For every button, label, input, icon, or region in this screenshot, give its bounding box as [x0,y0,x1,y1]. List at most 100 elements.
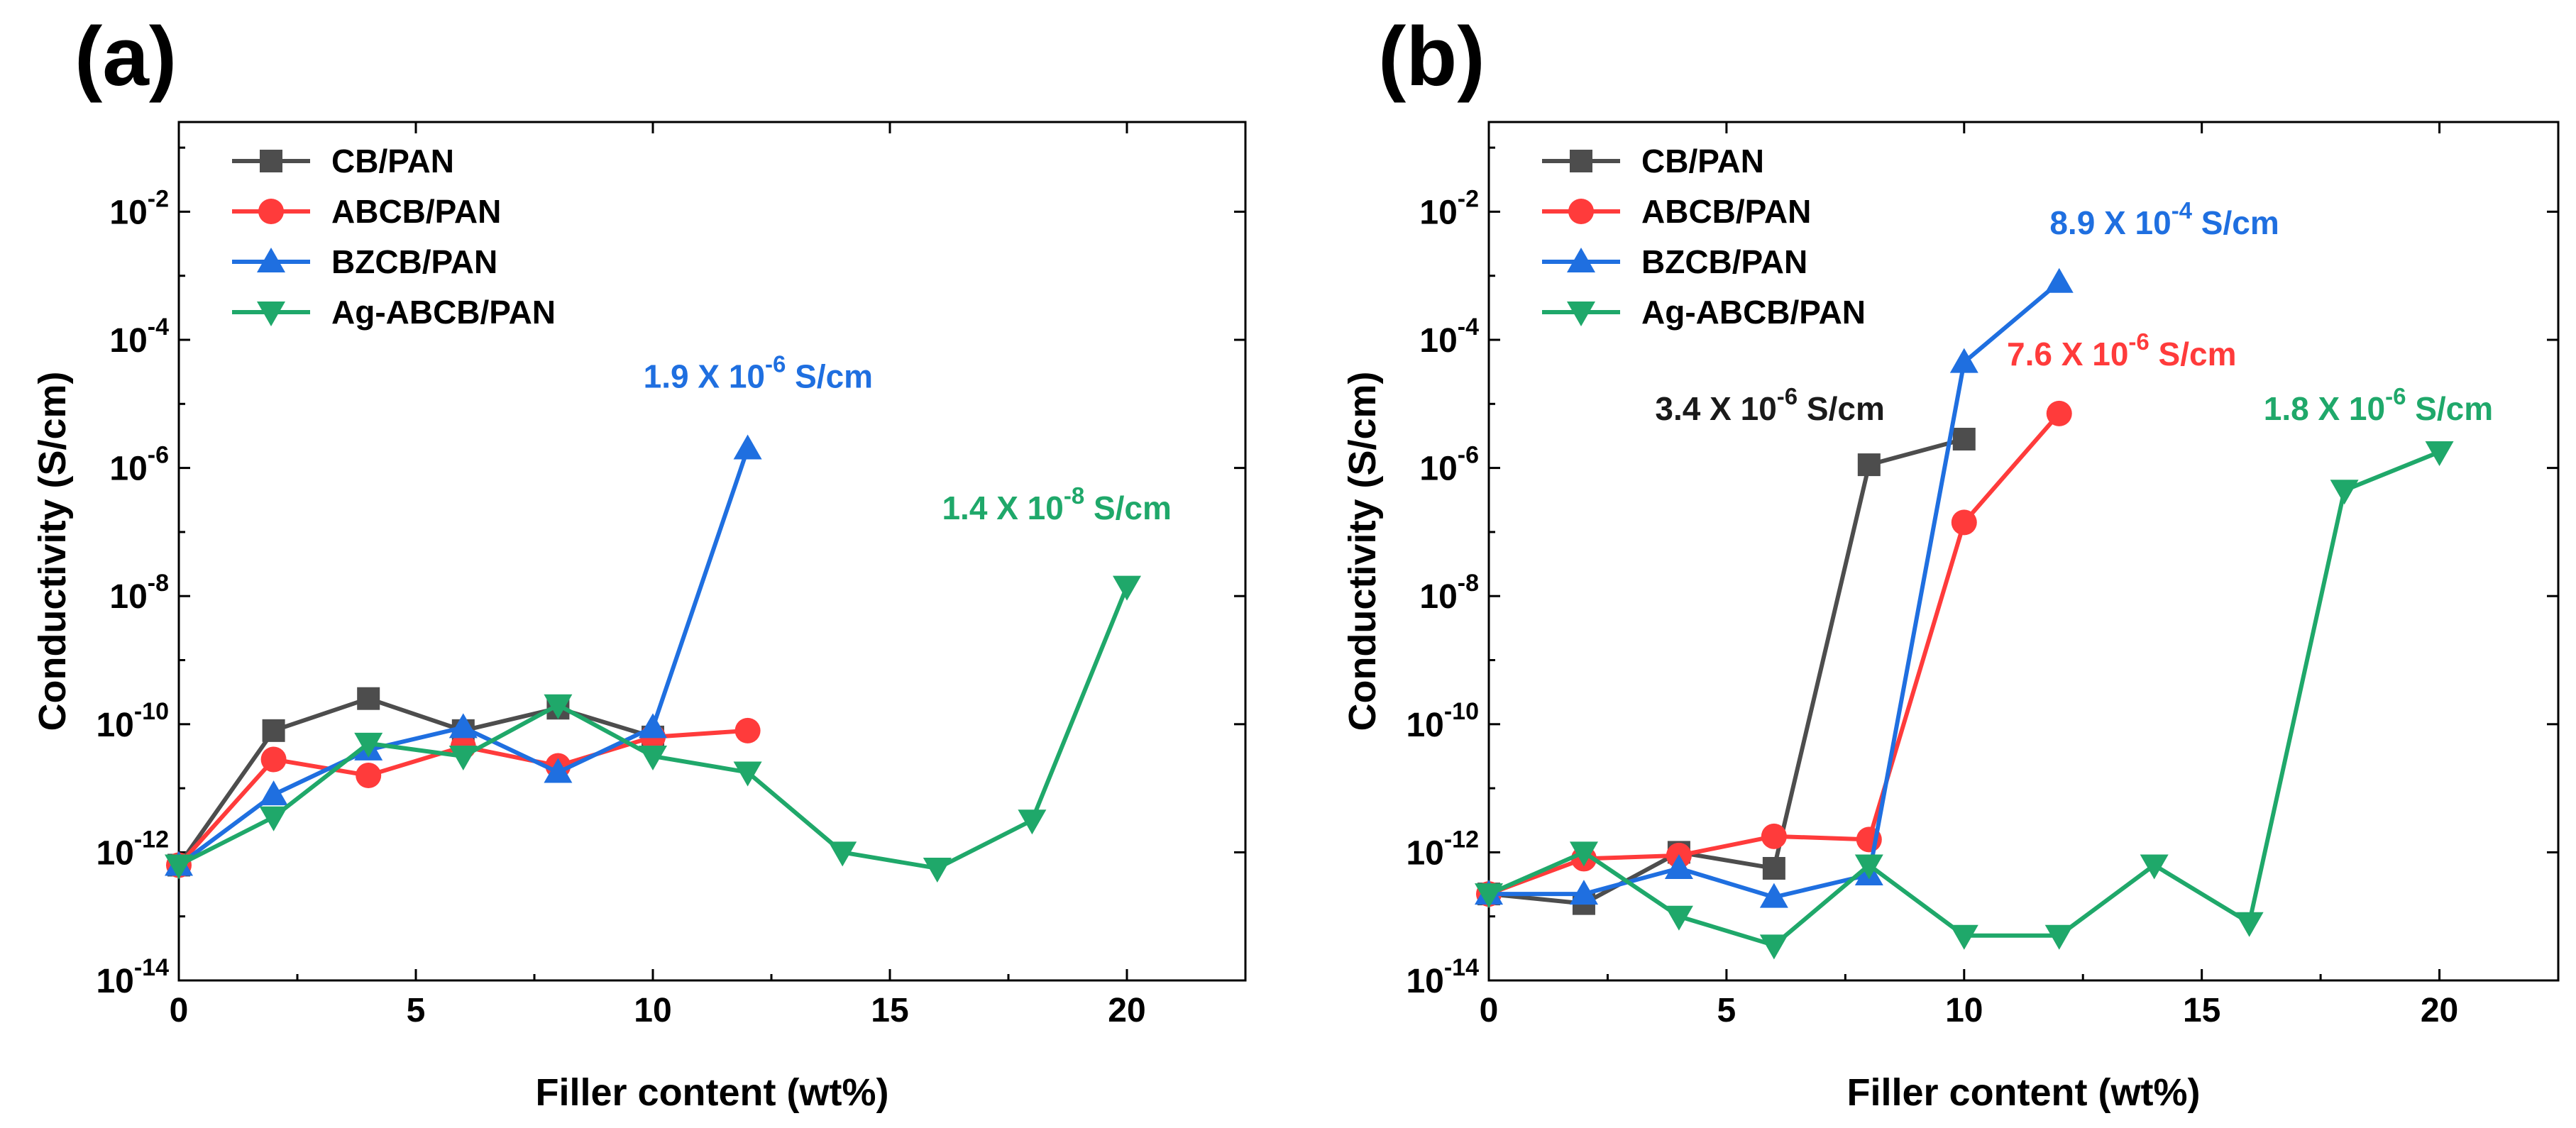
data-point-ag-abcb-pan [1113,575,1141,601]
legend-marker [1567,248,1595,272]
panel-a: (a) 0 5 10 15 20 10-14 10-12 10-10 10-8 10-6 10-4 10… [31,10,1247,1114]
x-axis-title: Filler content (wt%) [536,1071,889,1114]
data-point-ag-abcb-pan [2330,480,2359,505]
series-bzcb-pan [1475,267,2074,908]
legend-marker [1568,199,1594,224]
legend-label: Ag-ABCB/PAN [331,294,556,331]
x-tick-label: 20 [2421,992,2458,1029]
legend-marker [258,199,284,224]
data-point-bzcb-pan [1569,880,1598,905]
legend-marker [260,150,282,172]
x-tick-label: 15 [871,992,908,1029]
value-annotation: 1.8 X 10-6 S/cm [2264,383,2493,427]
legend-label: Ag-ABCB/PAN [1641,294,1866,331]
legend-item-ag-abcb-pan: Ag-ABCB/PAN [232,294,556,331]
x-tick-label: 5 [407,992,426,1029]
y-tick-label: 10-2 [109,185,169,231]
data-point-ag-abcb-pan [923,857,952,883]
data-point-ag-abcb-pan [259,806,288,831]
legend-marker [1570,150,1592,172]
x-tick-label: 20 [1108,992,1145,1029]
legend-item-cb-pan: CB/PAN [1542,143,1764,179]
data-point-ag-abcb-pan [733,761,762,787]
plot-frame [177,121,1247,982]
series-line-bzcb-pan [1489,280,2061,900]
legend-label: CB/PAN [331,143,454,179]
data-point-abcb-pan [1761,823,1787,849]
legend-item-abcb-pan: ABCB/PAN [1542,193,1811,230]
y-tick-label: 10-4 [109,314,169,360]
y-tick-label: 10-6 [109,442,169,488]
data-point-ag-abcb-pan [2425,441,2454,467]
x-tick-label: 0 [170,992,189,1029]
series-abcb-pan [166,717,761,878]
y-tick-label: 10-8 [109,570,169,616]
y-tick-label: 10-6 [1419,442,1479,488]
legend-label: BZCB/PAN [1641,243,1807,280]
value-annotation: 1.9 X 10-6 S/cm [644,351,873,395]
data-point-ag-abcb-pan [1569,841,1598,867]
x-tick-label: 10 [634,992,671,1029]
value-annotation: 1.4 X 10-8 S/cm [942,482,1171,526]
x-tick-label: 0 [1480,992,1499,1029]
data-point-ag-abcb-pan [1664,905,1693,931]
data-point-bzcb-pan [2044,267,2074,293]
data-point-cb-pan [1857,453,1881,477]
data-point-abcb-pan [356,763,382,789]
data-point-bzcb-pan [448,713,478,739]
data-point-ag-abcb-pan [1475,883,1503,909]
y-tick-label: 10-10 [96,698,169,744]
y-tick-label: 10-4 [1419,314,1479,360]
data-point-abcb-pan [734,717,761,743]
plot-frame [1487,121,2560,982]
x-tick-label: 5 [1717,992,1736,1029]
legend-item-ag-abcb-pan: Ag-ABCB/PAN [1542,294,1866,331]
data-point-ag-abcb-pan [1854,854,1883,880]
data-point-cb-pan [262,719,285,742]
series-bzcb-pan [165,434,762,876]
series-line-cb-pan [1488,437,1965,906]
data-point-bzcb-pan [1664,853,1693,879]
data-point-bzcb-pan [544,758,573,783]
legend-item-abcb-pan: ABCB/PAN [232,193,501,230]
data-point-ag-abcb-pan [1759,934,1788,960]
data-point-bzcb-pan [733,434,762,460]
series-ag-abcb-pan [165,575,1141,883]
data-point-ag-abcb-pan [354,732,383,758]
legend-item-bzcb-pan: BZCB/PAN [232,243,497,280]
data-point-bzcb-pan [1759,883,1788,908]
legend-item-bzcb-pan: BZCB/PAN [1542,243,1807,280]
y-tick-label: 10-8 [1419,570,1479,616]
panel-label: (b) [1378,10,1485,104]
data-point-ag-abcb-pan [2140,854,2169,880]
data-point-ag-abcb-pan [448,745,478,770]
panel-b: (b) 0 5 10 15 20 10-14 10-12 10-10 10-8 10-6 10-4 10… [1341,10,2560,1114]
data-point-ag-abcb-pan [1018,809,1047,835]
y-tick-label: 10-14 [96,954,169,1000]
data-point-ag-abcb-pan [544,694,573,719]
series-line-abcb-pan [1487,411,2061,896]
series-line-cb-pan [177,696,654,867]
y-tick-label: 10-14 [1406,954,1479,1000]
data-point-abcb-pan [260,746,287,773]
data-point-bzcb-pan [1949,348,1978,373]
value-annotation: 3.4 X 10-6 S/cm [1655,383,1884,427]
series-cb-pan [167,687,664,877]
x-tick-label: 15 [2183,992,2220,1029]
y-tick-label: 10-10 [1406,698,1479,744]
legend-marker [257,248,285,272]
y-tick-label: 10-12 [1406,826,1479,872]
series-ag-abcb-pan [1475,441,2454,960]
data-point-ag-abcb-pan [639,745,667,770]
data-point-abcb-pan [1951,509,1977,536]
x-axis-title: Filler content (wt%) [1847,1071,2201,1114]
data-point-ag-abcb-pan [1949,924,1978,950]
legend-label: CB/PAN [1641,143,1764,179]
data-point-ag-abcb-pan [828,841,857,867]
series-cb-pan [1477,427,1976,915]
data-point-ag-abcb-pan [165,854,193,880]
data-point-bzcb-pan [639,713,667,739]
legend-label: BZCB/PAN [331,243,497,280]
legend-marker [257,302,285,326]
